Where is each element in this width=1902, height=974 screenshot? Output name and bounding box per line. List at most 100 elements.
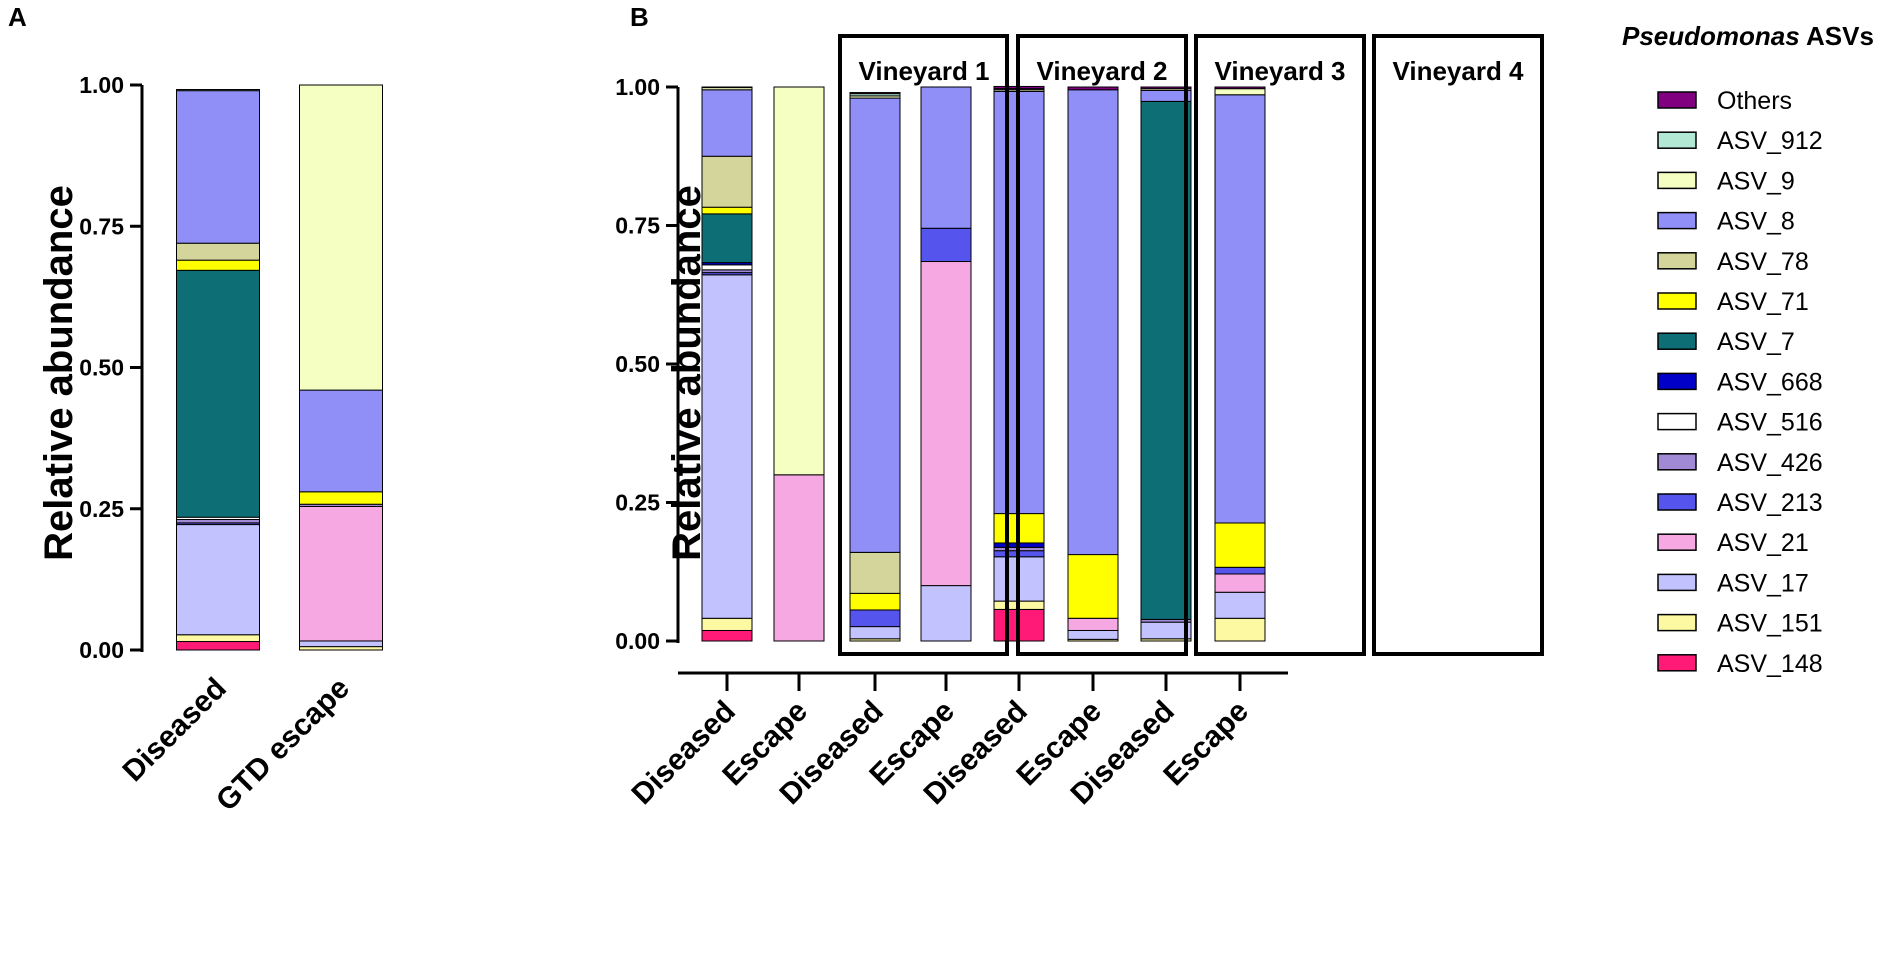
legend-swatch xyxy=(1657,654,1697,672)
bar-segment-asv-71 xyxy=(849,592,901,611)
bar-segment-asv-71 xyxy=(299,491,383,505)
legend-label: ASV_21 xyxy=(1717,529,1809,557)
bar-segment-asv-213 xyxy=(1214,566,1266,575)
legend-label: ASV_8 xyxy=(1717,208,1795,236)
y-tick-label: 0.75 xyxy=(615,213,660,239)
bar-segment-asv-8 xyxy=(701,89,753,157)
legend-label: ASV_17 xyxy=(1717,569,1809,597)
bar-segment-asv-151 xyxy=(176,634,260,643)
bar-segment-asv-8 xyxy=(176,90,260,244)
x-category-label: Diseased xyxy=(116,672,232,788)
bar-segment-asv-151 xyxy=(1214,617,1266,642)
vineyard-4-box xyxy=(1372,34,1544,656)
bar-segment-asv-78 xyxy=(176,242,260,261)
bar-segment-others xyxy=(849,92,901,95)
legend-swatch xyxy=(1657,573,1697,592)
bar-segment-asv-17 xyxy=(1214,591,1266,619)
bar-segment-asv-71 xyxy=(176,259,260,271)
legend-label: ASV_213 xyxy=(1717,489,1823,517)
bar-segment-asv-17 xyxy=(1067,629,1119,640)
vineyard-2-box xyxy=(1016,34,1188,656)
bar-segment-others xyxy=(1140,86,1192,90)
legend-title: Pseudomonas ASVs xyxy=(1622,21,1874,51)
bar-segment-asv-9 xyxy=(299,84,383,391)
bar-segment-asv-8 xyxy=(1067,89,1119,556)
legend-swatch xyxy=(1657,171,1697,190)
bar-segment-asv-78 xyxy=(701,155,753,208)
y-tick-label: 1.00 xyxy=(79,72,124,98)
bar-segment-asv-17 xyxy=(299,640,383,648)
bar-segment-others xyxy=(1067,86,1119,91)
panel-a-letter: A xyxy=(8,2,27,32)
vineyard-3-box xyxy=(1194,34,1366,656)
vineyard-1-box xyxy=(838,34,1009,656)
legend-swatch xyxy=(1657,493,1697,511)
bar-segment-asv-148 xyxy=(176,641,260,651)
y-tick-label: 0.50 xyxy=(615,351,660,377)
bar-segment-asv-9 xyxy=(1214,88,1266,96)
bar-segment-asv-7 xyxy=(176,269,260,518)
bar-segment-asv-7 xyxy=(701,213,753,264)
legend-label: ASV_668 xyxy=(1717,368,1823,396)
bar-segment-asv-71 xyxy=(1067,554,1119,619)
bar-segment-asv-151 xyxy=(299,646,383,651)
legend-swatch xyxy=(1657,412,1697,431)
bar-segment-asv-912 xyxy=(701,86,753,89)
bar-segment-asv-9 xyxy=(773,86,825,476)
legend-swatch xyxy=(1657,252,1697,270)
legend-label: ASV_151 xyxy=(1717,610,1823,638)
bar-segment-asv-71 xyxy=(1214,522,1266,568)
bar-segment-asv-8 xyxy=(299,389,383,493)
legend-swatch xyxy=(1657,131,1697,149)
legend-label: ASV_516 xyxy=(1717,409,1823,437)
legend-swatch xyxy=(1657,533,1697,551)
bar-segment-asv-213 xyxy=(849,609,901,628)
legend-label: ASV_78 xyxy=(1717,248,1809,276)
legend-label: Others xyxy=(1717,87,1792,115)
vineyard-3-title: Vineyard 3 xyxy=(1214,56,1345,86)
y-tick-label: 1.00 xyxy=(615,74,660,100)
legend-swatch xyxy=(1657,332,1697,350)
bar-segment-asv-21 xyxy=(299,505,383,642)
panel-a-y-axis-title: Relative abundance xyxy=(37,185,81,561)
y-tick-label: 0.00 xyxy=(615,628,660,654)
bar-segment-asv-8 xyxy=(849,97,901,553)
bar-segment-asv-17 xyxy=(176,524,260,636)
panel-b-chart: 0.000.250.500.751.00DiseasedEscapeDiseas… xyxy=(615,34,1544,811)
panel-b-letter: B xyxy=(630,2,649,32)
vineyard-4-title: Vineyard 4 xyxy=(1392,56,1524,86)
vineyard-1-title: Vineyard 1 xyxy=(858,56,989,86)
legend-swatch xyxy=(1657,211,1697,230)
legend: Others ASV_912 ASV_9 ASV_8 ASV_78 ASV_71 ASV_7… xyxy=(1657,87,1823,678)
legend-label: ASV_426 xyxy=(1717,449,1823,477)
legend-swatch xyxy=(1657,453,1697,471)
bar-segment-asv-17 xyxy=(920,585,972,642)
bar-segment-asv-213 xyxy=(920,227,972,263)
bar-segment-asv-78 xyxy=(849,551,901,594)
bar-segment-asv-17 xyxy=(701,274,753,619)
y-tick-label: 0.25 xyxy=(615,490,660,516)
legend-label: ASV_71 xyxy=(1717,288,1809,316)
bar-segment-asv-8 xyxy=(1140,89,1192,102)
bar-segment-asv-426 xyxy=(176,518,260,524)
bar-segment-asv-8 xyxy=(1214,94,1266,524)
y-tick-label: 0.00 xyxy=(79,637,124,663)
legend-title-italic: Pseudomonas xyxy=(1622,21,1800,51)
bar-segment-asv-21 xyxy=(920,261,972,587)
legend-label: ASV_7 xyxy=(1717,328,1795,356)
legend-title-rest: ASVs xyxy=(1800,21,1874,51)
y-tick-label: 0.50 xyxy=(79,355,124,381)
bar-segment-asv-71 xyxy=(701,206,753,215)
y-tick-label: 0.25 xyxy=(79,496,124,522)
bar-segment-asv-7 xyxy=(1140,100,1192,620)
legend-label: ASV_9 xyxy=(1717,167,1795,195)
bar-segment-asv-151 xyxy=(701,617,753,631)
bar-segment-asv-148 xyxy=(701,629,753,642)
bar-segment-asv-21 xyxy=(773,474,825,642)
x-category-label: Diseased xyxy=(625,695,741,811)
legend-label: ASV_912 xyxy=(1717,127,1823,155)
y-tick-label: 0.75 xyxy=(79,213,124,239)
x-category-label: GTD escape xyxy=(210,672,356,818)
